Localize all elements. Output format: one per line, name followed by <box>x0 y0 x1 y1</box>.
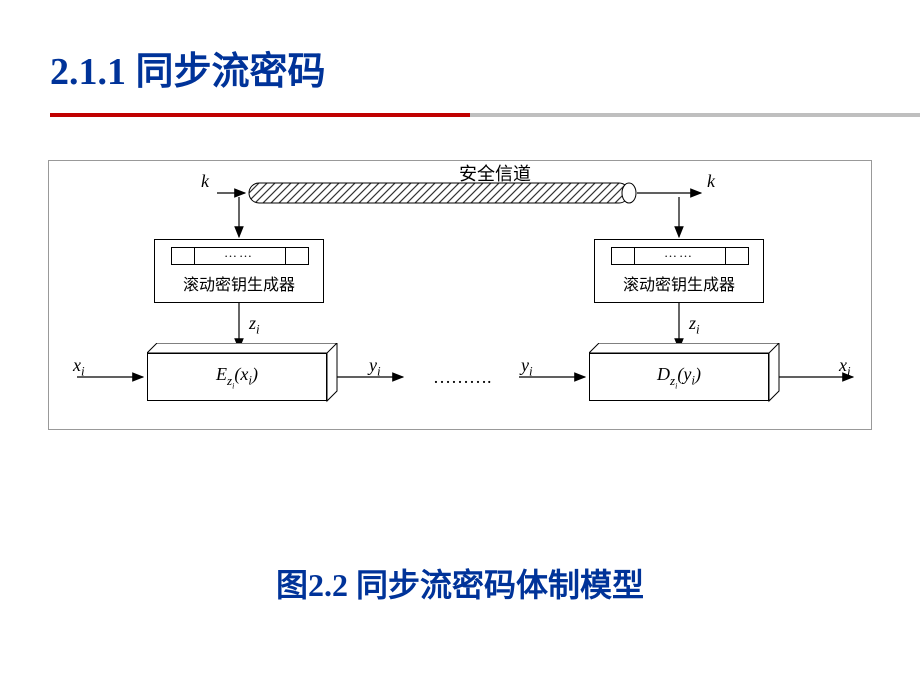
z-left-label: zi <box>249 313 260 338</box>
k-left-label: k <box>201 171 209 192</box>
generator-left: …… 滚动密钥生成器 <box>154 239 324 303</box>
caption-prefix: 图2.2 <box>276 567 356 603</box>
center-dots: ………. <box>433 367 492 388</box>
decrypt-box-front: Dzi(yi) <box>589 353 769 401</box>
channel-label: 安全信道 <box>459 160 531 186</box>
yi-out-label: yi <box>369 355 381 380</box>
generator-right-label: 滚动密钥生成器 <box>595 271 763 295</box>
title-underline <box>50 113 920 117</box>
encrypt-box: Ezi(xi) <box>147 343 337 401</box>
z-right-label: zi <box>689 313 700 338</box>
yi-in-label: yi <box>521 355 533 380</box>
decrypt-label: Dzi(yi) <box>657 364 701 390</box>
title-area: 2.1.1 同步流密码 <box>0 0 920 117</box>
generator-left-label: 滚动密钥生成器 <box>155 271 323 295</box>
underline-red <box>50 113 470 117</box>
xi-in-label: xi <box>73 355 85 380</box>
diagram-frame: k 安全信道 k …… 滚动密钥生成器 …… 滚动密钥生成器 zi zi Ezi… <box>48 160 872 430</box>
generator-right: …… 滚动密钥生成器 <box>594 239 764 303</box>
decrypt-box: Dzi(yi) <box>589 343 779 401</box>
page-title: 2.1.1 同步流密码 <box>50 40 920 95</box>
encrypt-box-front: Ezi(xi) <box>147 353 327 401</box>
k-right-label: k <box>707 171 715 192</box>
encrypt-label: Ezi(xi) <box>216 364 258 390</box>
caption-text: 同步流密码体制模型 <box>356 567 644 603</box>
xi-out-label: xi <box>839 355 851 380</box>
generator-right-dots: …… <box>595 245 763 261</box>
generator-left-dots: …… <box>155 245 323 261</box>
underline-grey <box>470 113 920 117</box>
figure-caption: 图2.2 同步流密码体制模型 <box>0 560 920 606</box>
